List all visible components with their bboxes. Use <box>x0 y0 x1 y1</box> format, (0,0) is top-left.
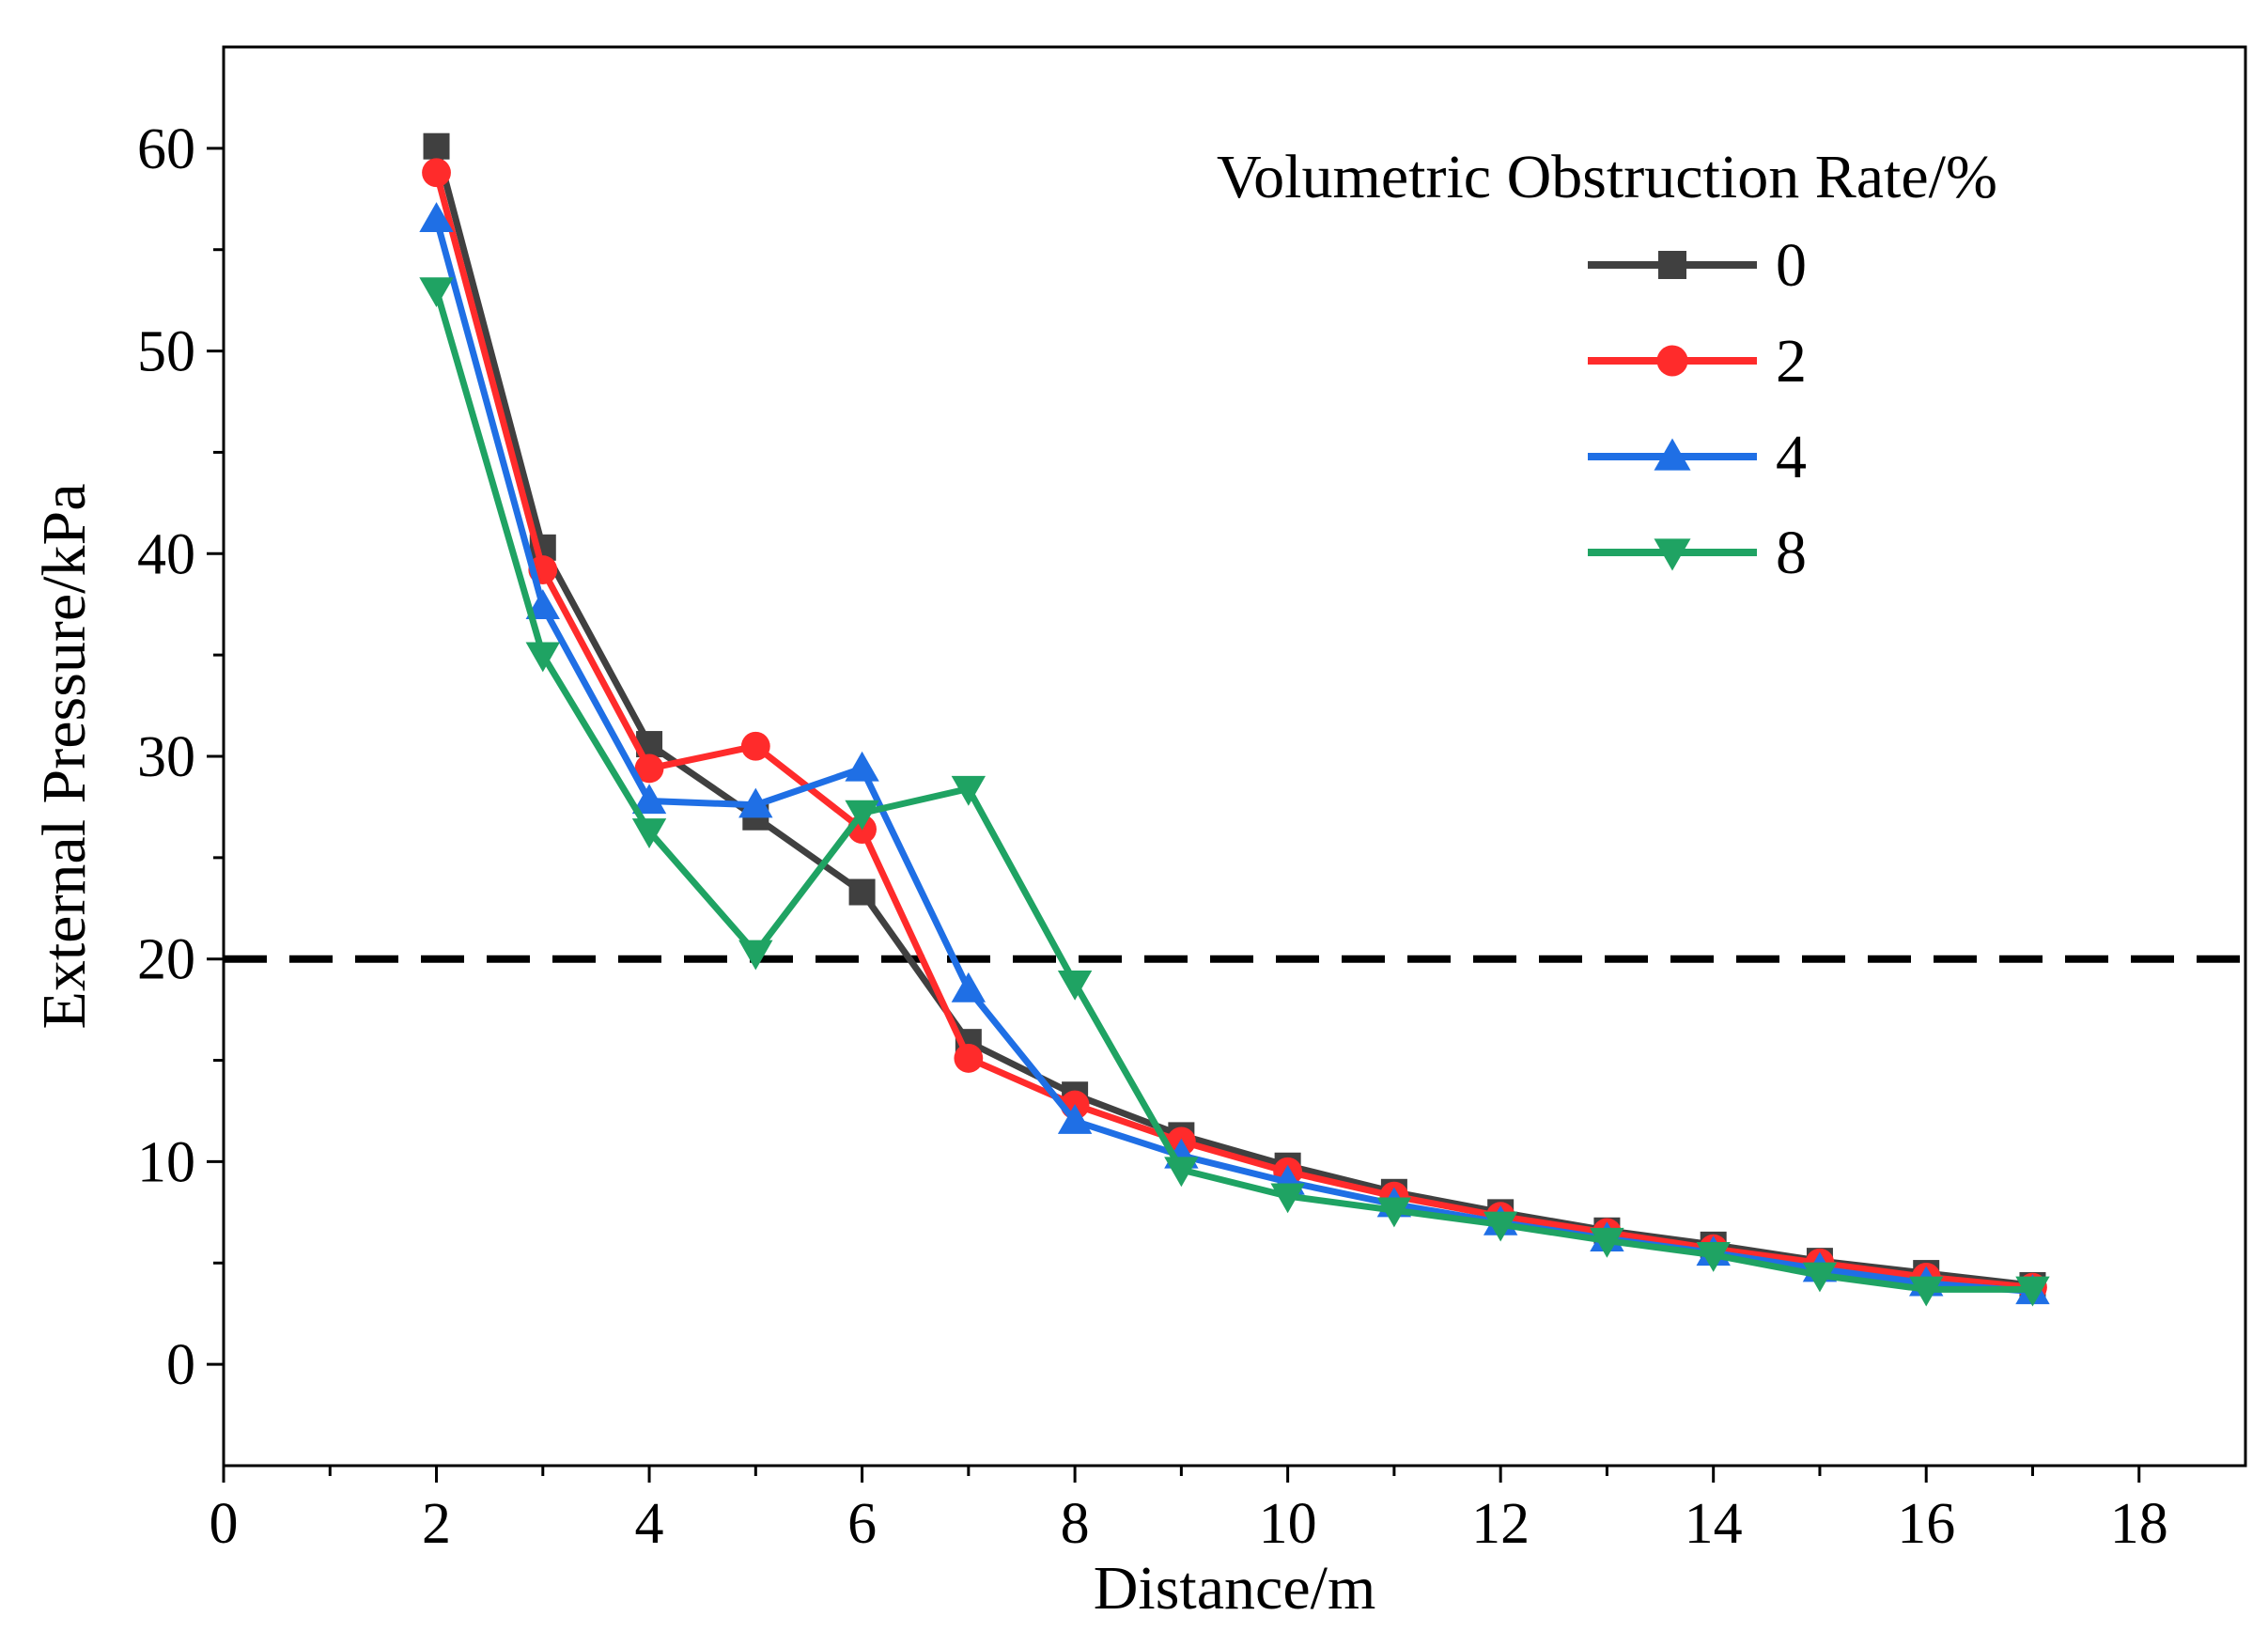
data-point <box>422 158 451 188</box>
data-point <box>1164 1157 1199 1188</box>
data-point <box>954 1044 984 1073</box>
axes: 0 2 4 6 8 10 12 14 16 180102030405060Distance/mEx… <box>30 45 2247 1623</box>
series-line-4 <box>433 218 2033 1295</box>
series-line-2 <box>433 171 2033 1291</box>
data-point <box>1802 1262 1838 1293</box>
y-tick-label: 30 <box>137 725 195 789</box>
data-point <box>1696 1242 1731 1272</box>
data-point <box>525 589 560 620</box>
legend-label: 2 <box>1776 327 1807 396</box>
plot-frame <box>222 45 2247 1468</box>
series-layer <box>419 132 2050 1307</box>
data-point <box>631 784 667 815</box>
y-tick-label: 10 <box>137 1130 195 1194</box>
legend-label: 8 <box>1776 519 1807 587</box>
legend: Volumetric Obstruction Rate/% 0 2 4 8 <box>1217 143 1997 587</box>
legend-label: 0 <box>1776 231 1807 300</box>
x-tick-label: 8 <box>1061 1492 1090 1556</box>
x-tick-label: 4 <box>635 1492 664 1556</box>
data-point <box>2015 1276 2050 1307</box>
y-tick-label: 40 <box>137 522 195 586</box>
data-point <box>631 818 667 849</box>
data-point <box>423 132 450 160</box>
data-point <box>1483 1211 1518 1242</box>
x-tick-label: 14 <box>1685 1492 1743 1556</box>
legend-marker <box>1654 538 1691 571</box>
y-tick-label: 60 <box>137 117 195 181</box>
x-tick-label: 12 <box>1471 1492 1530 1556</box>
legend-title: Volumetric Obstruction Rate/% <box>1217 143 1997 211</box>
x-tick-label: 2 <box>422 1492 451 1556</box>
legend-entry: 0 <box>1588 231 1807 300</box>
data-point <box>848 878 876 906</box>
y-axis-label: External Pressure/kPa <box>30 483 99 1029</box>
x-tick-label: 6 <box>847 1492 877 1556</box>
data-point <box>1376 1197 1412 1228</box>
data-point <box>951 971 986 1002</box>
legend-entry: 8 <box>1588 519 1807 587</box>
x-tick-label: 18 <box>2110 1492 2168 1556</box>
series-line-8 <box>433 288 2033 1293</box>
data-point <box>738 940 773 971</box>
data-point <box>1909 1276 1944 1307</box>
data-point <box>845 800 879 831</box>
series-line-0 <box>433 145 2033 1289</box>
y-tick-label: 50 <box>137 320 195 384</box>
data-point <box>845 751 879 782</box>
y-tick-label: 20 <box>137 928 195 992</box>
legend-entry: 2 <box>1588 327 1807 396</box>
data-point <box>525 642 560 673</box>
data-point <box>419 277 454 308</box>
data-point <box>1057 1104 1093 1134</box>
y-tick-label: 0 <box>166 1333 195 1397</box>
data-point <box>738 787 773 818</box>
data-point <box>1590 1227 1624 1258</box>
x-axis-label: Distance/m <box>1094 1554 1376 1623</box>
legend-label: 4 <box>1776 423 1807 491</box>
data-point <box>951 775 986 806</box>
legend-marker <box>1658 251 1686 279</box>
data-point <box>1270 1183 1305 1214</box>
data-point <box>634 754 664 784</box>
data-point <box>419 202 454 233</box>
series-8 <box>419 277 2050 1307</box>
x-tick-label: 10 <box>1259 1492 1317 1556</box>
series-0 <box>423 132 2046 1299</box>
legend-marker <box>1654 438 1691 471</box>
data-point <box>740 731 770 761</box>
x-tick-label: 16 <box>1897 1492 1955 1556</box>
legend-marker <box>1656 345 1688 377</box>
data-point <box>1057 970 1093 1001</box>
x-tick-label: 0 <box>210 1492 239 1556</box>
legend-entry: 4 <box>1588 423 1807 491</box>
